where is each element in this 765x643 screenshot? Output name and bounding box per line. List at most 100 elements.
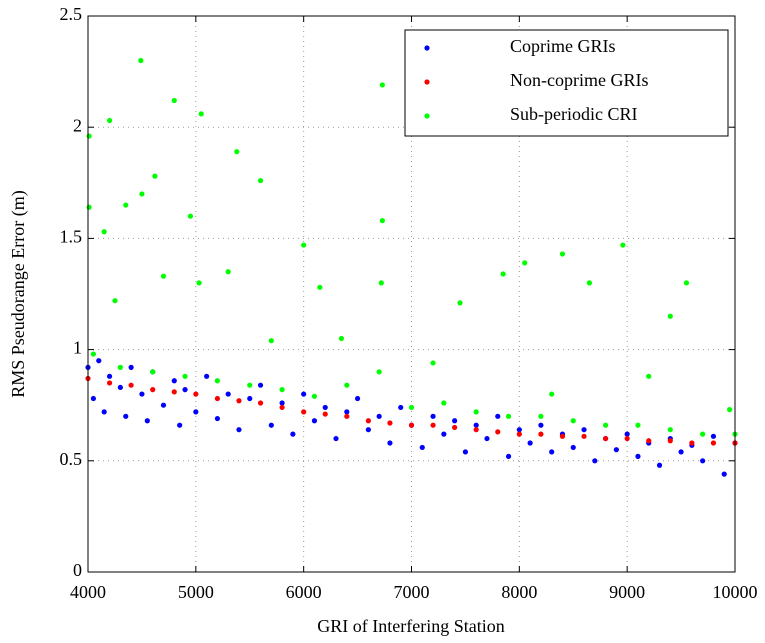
point bbox=[106, 380, 113, 386]
point bbox=[301, 409, 307, 415]
point bbox=[354, 395, 361, 402]
point bbox=[376, 413, 382, 419]
point bbox=[268, 422, 274, 428]
point bbox=[290, 431, 296, 437]
x-tick-label: 8000 bbox=[501, 582, 537, 602]
y-tick-label: 2.5 bbox=[60, 4, 83, 24]
point bbox=[198, 111, 204, 117]
legend-label: Non-coprime GRIs bbox=[510, 70, 648, 90]
point bbox=[441, 400, 447, 406]
point bbox=[144, 418, 150, 424]
point bbox=[559, 251, 566, 257]
point bbox=[441, 431, 447, 437]
point bbox=[150, 369, 156, 375]
point bbox=[187, 213, 194, 219]
point bbox=[225, 391, 231, 397]
point bbox=[214, 415, 220, 422]
point bbox=[182, 387, 188, 393]
x-axis-label: GRI of Interfering Station bbox=[317, 616, 504, 636]
point bbox=[301, 242, 307, 248]
point bbox=[128, 364, 134, 370]
point bbox=[452, 418, 458, 424]
point bbox=[473, 422, 479, 428]
point bbox=[387, 420, 393, 426]
point bbox=[527, 440, 533, 446]
point bbox=[193, 391, 199, 397]
point bbox=[667, 313, 673, 319]
y-tick-label: 2 bbox=[73, 115, 82, 135]
point bbox=[462, 449, 469, 455]
x-tick-label: 5000 bbox=[178, 582, 214, 602]
legend-label: Coprime GRIs bbox=[510, 36, 616, 56]
point bbox=[516, 427, 522, 433]
point bbox=[646, 373, 652, 379]
point bbox=[204, 373, 210, 379]
point bbox=[710, 433, 717, 439]
point bbox=[171, 97, 177, 104]
point bbox=[106, 117, 113, 124]
point bbox=[279, 400, 285, 406]
point bbox=[117, 364, 123, 370]
point bbox=[656, 462, 663, 468]
point bbox=[365, 427, 371, 433]
x-tick-label: 6000 bbox=[286, 582, 322, 602]
point bbox=[139, 191, 145, 197]
point bbox=[333, 435, 339, 442]
point bbox=[268, 338, 274, 344]
point bbox=[322, 411, 328, 417]
point bbox=[646, 438, 652, 444]
point bbox=[322, 404, 328, 411]
point bbox=[430, 413, 436, 419]
point bbox=[160, 402, 167, 408]
point bbox=[379, 82, 385, 88]
point bbox=[505, 413, 512, 419]
point bbox=[549, 449, 555, 455]
legend-box bbox=[404, 29, 729, 137]
point bbox=[378, 280, 384, 286]
point bbox=[177, 422, 183, 428]
point bbox=[279, 404, 285, 411]
point bbox=[387, 440, 393, 446]
point bbox=[592, 458, 598, 464]
legend-marker bbox=[424, 113, 430, 119]
point bbox=[581, 433, 587, 439]
point bbox=[117, 384, 123, 391]
legend-marker bbox=[424, 79, 430, 85]
point bbox=[570, 418, 576, 424]
point bbox=[344, 413, 350, 419]
point bbox=[500, 271, 506, 277]
x-tick-label: 10000 bbox=[713, 582, 758, 602]
point bbox=[379, 218, 385, 224]
point bbox=[586, 280, 593, 286]
point bbox=[581, 427, 587, 433]
point bbox=[196, 280, 202, 286]
point bbox=[365, 418, 371, 424]
point bbox=[344, 409, 350, 415]
point bbox=[473, 427, 479, 433]
point bbox=[538, 413, 544, 419]
point bbox=[430, 360, 436, 366]
point bbox=[311, 418, 318, 424]
y-axis-label: RMS Pseudorange Error (m) bbox=[8, 190, 29, 397]
point bbox=[635, 422, 641, 428]
point bbox=[710, 440, 717, 446]
series bbox=[85, 375, 738, 446]
y-tick-label: 1 bbox=[73, 338, 82, 358]
point bbox=[247, 395, 253, 402]
point bbox=[96, 358, 102, 364]
point bbox=[317, 284, 323, 290]
point bbox=[495, 413, 501, 419]
point bbox=[338, 335, 345, 342]
point bbox=[452, 424, 458, 431]
point bbox=[86, 133, 92, 139]
point bbox=[516, 431, 522, 437]
point bbox=[225, 269, 231, 275]
x-tick-label: 9000 bbox=[609, 582, 645, 602]
point bbox=[603, 435, 609, 442]
point bbox=[419, 444, 425, 451]
point bbox=[247, 382, 253, 388]
point bbox=[678, 449, 684, 455]
point bbox=[214, 378, 220, 384]
